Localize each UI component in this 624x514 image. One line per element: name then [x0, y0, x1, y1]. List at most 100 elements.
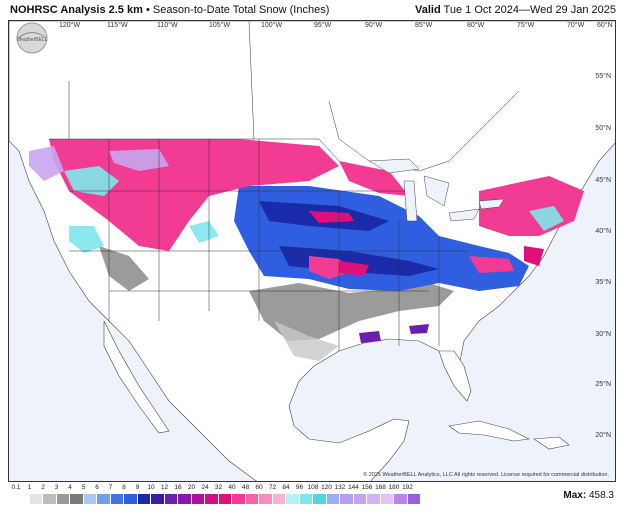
legend-tick-label: 9 — [135, 484, 140, 491]
legend-tick-label: 156 — [361, 484, 373, 491]
legend-tick-label: 12 — [160, 484, 169, 491]
legend-tick-label: 20 — [187, 484, 196, 491]
legend-tick-label: 5 — [81, 484, 86, 491]
title-main: NOHRSC Analysis 2.5 km — [10, 4, 143, 16]
legend-swatch — [151, 494, 165, 504]
lat-label-55n: 55°N — [595, 73, 611, 80]
legend-swatch — [70, 494, 84, 504]
legend-swatch — [29, 494, 43, 504]
legend-tick-label: 4 — [68, 484, 72, 491]
legend-swatch — [272, 494, 286, 504]
legend-tick-label: 192 — [402, 484, 413, 491]
copyright-notice: © 2025 WeatherBELL Analytics, LLC All ri… — [363, 472, 609, 478]
legend-tick-label: 8 — [122, 484, 126, 491]
lon-label-110w: 110°W — [157, 22, 178, 29]
legend-swatch — [245, 494, 259, 504]
snow-cyan-areas — [64, 166, 564, 253]
lat-label-45n: 45°N — [595, 177, 611, 184]
legend-tick-label: 84 — [282, 484, 290, 491]
legend-swatch — [97, 494, 111, 504]
valid-range: Valid Tue 1 Oct 2024—Wed 29 Jan 2025 — [415, 4, 616, 16]
legend-tick-label: 96 — [295, 484, 304, 491]
lat-label-20n: 20°N — [595, 432, 611, 439]
legend-swatch — [218, 494, 232, 504]
map-canvas — [9, 21, 615, 481]
legend-swatch — [313, 494, 327, 504]
lon-label-105w: 105°W — [209, 22, 231, 29]
legend-tick-label: 24 — [201, 484, 209, 491]
legend-swatch — [16, 494, 30, 504]
florida-peninsula — [438, 350, 472, 402]
map-title: NOHRSC Analysis 2.5 km • Season-to-Date … — [10, 4, 329, 16]
legend-tick-label: 16 — [174, 484, 182, 491]
legend-tick-label: 2 — [41, 484, 45, 491]
legend-swatch — [367, 494, 381, 504]
legend-swatch — [259, 494, 273, 504]
max-number: 458.3 — [588, 490, 614, 501]
valid-dates: Tue 1 Oct 2024—Wed 29 Jan 2025 — [443, 4, 616, 16]
legend-tick-label: 0.1 — [11, 484, 21, 491]
legend-swatch — [380, 494, 394, 504]
legend-swatch — [299, 494, 313, 504]
boundary-lines — [49, 21, 520, 351]
legend-tick-label: 168 — [375, 484, 386, 491]
legend-tick-label: 180 — [388, 484, 400, 491]
title-sub: Season-to-Date Total Snow (Inches) — [152, 4, 330, 16]
weatherbell-logo-icon: WeatherBELL — [16, 22, 48, 54]
legend-swatch — [394, 494, 408, 504]
snow-light-gray — [274, 321, 339, 361]
legend-tick-label: 120 — [321, 484, 332, 491]
snowfall-map: 120°W 115°W 110°W 105°W 100°W 95°W 90°W … — [8, 20, 616, 482]
lat-label-35n: 35°N — [595, 279, 611, 286]
max-value: Max: 458.3 — [563, 490, 614, 501]
lon-label-80w: 80°W — [467, 22, 485, 29]
lon-label-70w: 70°W — [567, 22, 585, 29]
lat-label-40n: 40°N — [595, 228, 611, 235]
lon-label-95w: 95°W — [314, 22, 332, 29]
lat-label-25n: 25°N — [595, 381, 611, 388]
legend-swatch — [205, 494, 219, 504]
great-lakes — [368, 158, 505, 222]
logo-text: WeatherBELL — [16, 37, 47, 43]
legend-tick-label: 60 — [255, 484, 263, 491]
legend-swatch — [110, 494, 124, 504]
cuba — [448, 420, 531, 442]
legend-colorbar — [16, 494, 421, 504]
snow-gray-band — [99, 246, 454, 341]
legend-swatch — [340, 494, 354, 504]
snow-purple-spots — [359, 324, 429, 343]
legend-tick-label: 32 — [214, 484, 223, 491]
lon-label-115w: 115°W — [107, 22, 128, 29]
lat-label-30n: 30°N — [595, 331, 611, 338]
legend-swatch — [178, 494, 192, 504]
legend-swatch — [43, 494, 57, 504]
legend-tick-label: 1 — [27, 484, 32, 491]
legend-swatch — [326, 494, 340, 504]
legend-tick-label: 72 — [268, 484, 277, 491]
legend-tick-label: 10 — [147, 484, 155, 491]
lon-label-120w: 120°W — [59, 22, 81, 29]
legend-tick-label: 40 — [228, 484, 236, 491]
title-separator: • — [145, 4, 153, 16]
legend-swatch — [191, 494, 205, 504]
legend-swatch — [164, 494, 178, 504]
legend-swatch — [353, 494, 367, 504]
lon-label-75w: 75°W — [517, 22, 535, 29]
legend-swatch — [83, 494, 97, 504]
lat-label-50n: 50°N — [595, 125, 611, 132]
legend-swatch — [124, 494, 138, 504]
lon-label-85w: 85°W — [415, 22, 433, 29]
lat-label-60n: 60°N — [597, 22, 613, 29]
max-label: Max: — [563, 490, 587, 501]
legend-tick-label: 3 — [54, 484, 59, 491]
legend-swatch — [232, 494, 246, 504]
legend-swatch — [407, 494, 421, 504]
legend-tick-label: 108 — [307, 484, 319, 491]
legend-tick-label: 132 — [334, 484, 346, 491]
legend-swatch — [286, 494, 300, 504]
legend-tick-label: 7 — [108, 484, 113, 491]
legend-swatch — [137, 494, 151, 504]
legend-tick-label: 144 — [348, 484, 359, 491]
baja-peninsula — [103, 320, 170, 434]
lon-label-90w: 90°W — [365, 22, 383, 29]
